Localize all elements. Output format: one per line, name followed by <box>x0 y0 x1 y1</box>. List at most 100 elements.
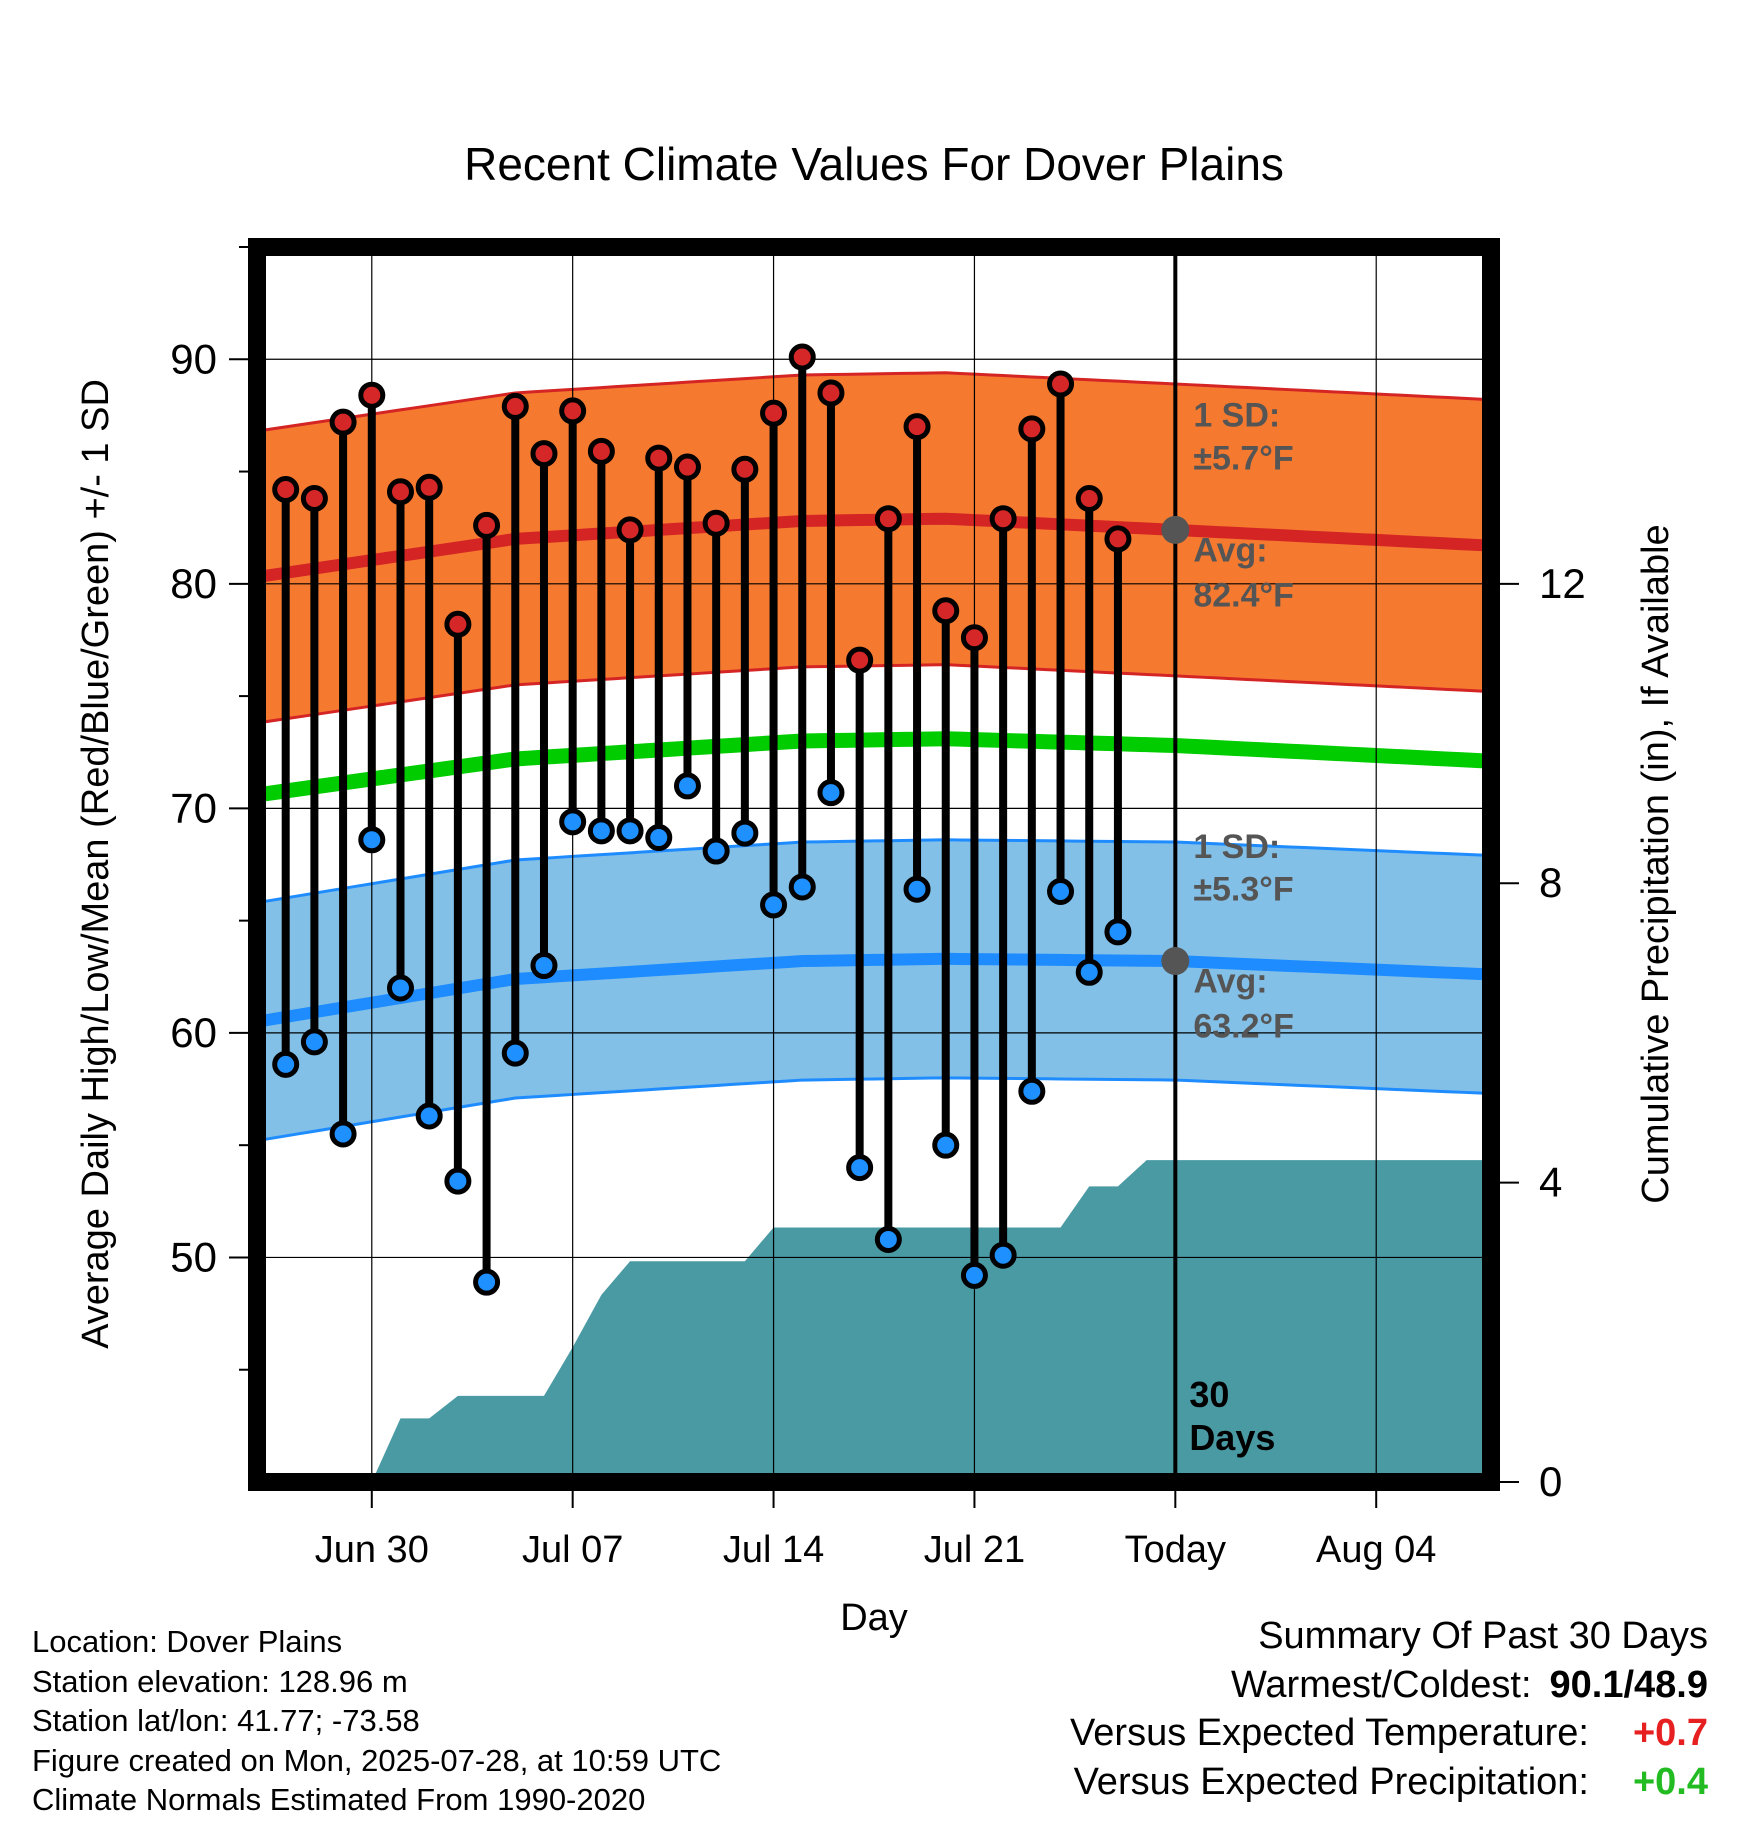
high-point <box>788 343 816 371</box>
low-point <box>874 1225 902 1253</box>
today-high-avg-marker <box>1161 515 1190 544</box>
high-point <box>1104 525 1132 553</box>
low-point <box>444 1167 472 1195</box>
high-point <box>989 505 1017 533</box>
low-avg-value: 63.2°F <box>1193 1007 1294 1045</box>
x-tick-label: Today <box>1125 1529 1226 1571</box>
low-sd-label: 1 SD: <box>1193 828 1280 866</box>
high-normal-line <box>257 512 1491 584</box>
high-point <box>272 476 300 504</box>
precip-value: +0.4 <box>1632 1760 1708 1803</box>
created-text: Figure created on Mon, 2025-07-28, at 10… <box>32 1742 722 1778</box>
high-point <box>329 408 357 436</box>
today-days-label-line2: Days <box>1189 1417 1275 1458</box>
today-days-label-line1: 30 <box>1189 1374 1229 1415</box>
low-point <box>645 824 673 852</box>
high-point <box>903 413 931 441</box>
low-point <box>530 952 558 980</box>
low-point <box>702 837 730 865</box>
low-normal-band <box>257 839 1491 1141</box>
temp-label: Versus Expected Temperature: <box>1070 1712 1589 1754</box>
temp-value: +0.7 <box>1632 1712 1708 1754</box>
low-point <box>329 1120 357 1148</box>
low-point <box>473 1268 501 1296</box>
x-axis-label: Day <box>840 1597 908 1639</box>
low-point <box>616 817 644 845</box>
station-info: Location: Dover Plains Station elevation… <box>32 1622 721 1820</box>
low-point <box>1047 877 1075 905</box>
high-point <box>1075 484 1103 512</box>
low-point <box>272 1050 300 1078</box>
y2-tick-label: 4 <box>1539 1159 1562 1206</box>
low-point <box>1075 958 1103 986</box>
high-point <box>874 505 902 533</box>
plot-frame <box>248 238 1500 1491</box>
y-tick-label: 80 <box>170 560 217 607</box>
today-low-avg-marker <box>1161 947 1190 976</box>
mean-normal-line <box>257 731 1491 803</box>
low-point <box>903 875 931 903</box>
x-tick-label: Aug 04 <box>1316 1529 1436 1571</box>
low-point <box>358 826 386 854</box>
high-point <box>1047 370 1075 398</box>
high-sd-value: ±5.7°F <box>1193 439 1293 477</box>
low-point <box>501 1039 529 1067</box>
high-normal-band-upper <box>257 371 1491 433</box>
high-point <box>587 437 615 465</box>
summary-panel: Summary Of Past 30 Days Warmest/Coldest:… <box>1070 1612 1708 1806</box>
high-point <box>473 511 501 539</box>
high-point <box>817 379 845 407</box>
high-sd-label: 1 SD: <box>1193 397 1280 435</box>
y-tick-label: 60 <box>170 1009 217 1056</box>
high-point <box>760 399 788 427</box>
high-point <box>300 484 328 512</box>
high-point <box>1018 415 1046 443</box>
precip-area <box>371 1160 1491 1482</box>
temp-row: Versus Expected Temperature: +0.7 <box>1070 1709 1708 1758</box>
high-point <box>645 444 673 472</box>
latlon-text: Station lat/lon: 41.77; -73.58 <box>32 1703 420 1738</box>
elevation-text: Station elevation: 128.96 m <box>32 1663 408 1699</box>
high-point <box>960 624 988 652</box>
high-point <box>415 473 443 501</box>
high-normal-band-lower <box>257 663 1491 725</box>
high-point <box>559 397 587 425</box>
low-point <box>415 1102 443 1130</box>
low-point <box>300 1028 328 1056</box>
y-tick-label: 50 <box>170 1233 217 1280</box>
low-point <box>932 1131 960 1159</box>
y-tick-label: 90 <box>170 335 217 382</box>
y2-tick-label: 8 <box>1539 859 1562 906</box>
warmest-row: Warmest/Coldest: 90.1/48.9 <box>1070 1661 1708 1710</box>
warmest-label: Warmest/Coldest: <box>1230 1663 1532 1706</box>
low-point <box>960 1261 988 1289</box>
warmest-value: 90.1/48.9 <box>1549 1663 1708 1706</box>
precip-label: Versus Expected Precipitation: <box>1073 1760 1589 1803</box>
low-point <box>587 817 615 845</box>
low-point <box>731 819 759 847</box>
low-point <box>673 772 701 800</box>
low-point <box>386 974 414 1002</box>
x-tick-label: Jul 21 <box>924 1529 1025 1571</box>
normals-text: Climate Normals Estimated From 1990-2020 <box>32 1782 646 1817</box>
y2-tick-label: 0 <box>1539 1458 1562 1505</box>
high-point <box>932 597 960 625</box>
x-tick-label: Jun 30 <box>315 1529 429 1571</box>
low-point <box>1104 918 1132 946</box>
low-point <box>817 779 845 807</box>
low-normal-line <box>257 952 1491 1028</box>
y-axis-label: Average Daily High/Low/Mean (Red/Blue/Gr… <box>75 379 117 1349</box>
high-point <box>731 455 759 483</box>
y2-axis-label: Cumulative Precipitation (in), If Availa… <box>1635 524 1677 1203</box>
x-tick-label: Jul 14 <box>723 1529 824 1571</box>
summary-title: Summary Of Past 30 Days <box>1258 1615 1708 1657</box>
low-sd-value: ±5.3°F <box>1193 870 1293 908</box>
high-point <box>673 453 701 481</box>
high-point <box>846 646 874 674</box>
low-avg-label: Avg: <box>1193 962 1267 1000</box>
chart-title: Recent Climate Values For Dover Plains <box>464 138 1284 190</box>
low-point <box>989 1241 1017 1269</box>
high-point <box>530 440 558 468</box>
high-normal-band <box>257 372 1491 724</box>
low-point <box>788 873 816 901</box>
